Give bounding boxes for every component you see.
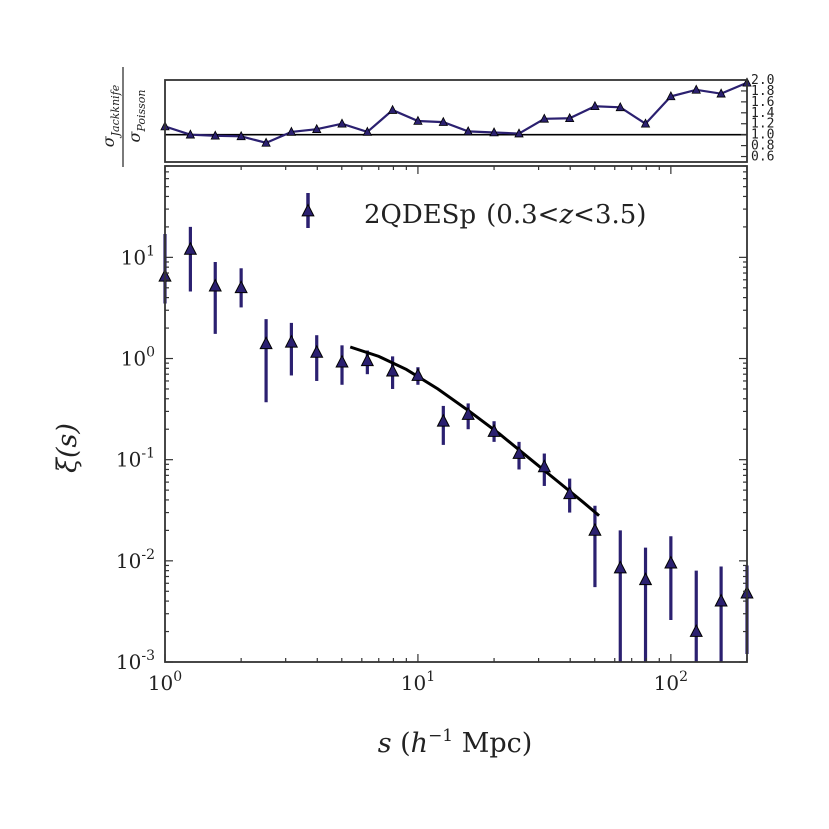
ratio-marker <box>236 130 246 141</box>
ratio-marker <box>286 126 297 136</box>
y-tick-label: 100 <box>121 345 155 371</box>
ratio-marker <box>564 112 575 123</box>
x-axis-ticks: 100 101 102 <box>148 166 748 695</box>
ratio-marker <box>463 126 473 136</box>
ratio-marker <box>413 115 423 125</box>
ratio-marker <box>666 91 676 101</box>
data-marker <box>360 353 375 367</box>
ratio-y-tick-label: 1.4 <box>751 106 775 121</box>
y-axis-ticks: 10-3 10-2 10-1 100 101 <box>116 165 747 674</box>
correlation-panel-frame <box>164 165 748 663</box>
data-marker <box>562 486 577 500</box>
ratio-marker <box>312 123 322 133</box>
ratio-ylabel-denominator: σPoisson <box>125 89 148 142</box>
data-marker <box>613 560 627 574</box>
x-tick-label: 101 <box>401 669 435 695</box>
ratio-series-line <box>164 81 748 145</box>
data-marker <box>234 280 248 294</box>
ratio-marker <box>489 127 499 137</box>
y-tick-label: 10-1 <box>116 446 155 472</box>
ratio-marker <box>387 104 398 114</box>
y-tick-label: 10-2 <box>116 547 155 573</box>
data-marker <box>385 363 400 377</box>
y-tick-label: 10-3 <box>116 648 155 674</box>
ratio-y-tick-label: 1.6 <box>751 95 774 110</box>
data-marker <box>487 423 501 437</box>
data-marker <box>638 572 653 586</box>
data-marker <box>411 367 425 381</box>
ratio-y-tick-label: 1.0 <box>751 128 774 143</box>
ratio-marker <box>210 130 220 140</box>
data-marker <box>461 406 475 420</box>
x-tick-label: 102 <box>654 669 688 695</box>
data-marker <box>588 522 602 536</box>
data-marker <box>183 241 198 255</box>
x-tick-label: 100 <box>148 669 182 695</box>
correlation-panel: 100 101 102 10-3 10-2 10-1 100 101 2QDESp (0.3<… <box>52 165 754 759</box>
x-axis-label: s (h−1 Mpc) <box>378 726 533 759</box>
ratio-marker <box>514 128 524 138</box>
ratio-marker <box>438 116 449 126</box>
data-marker <box>689 623 703 637</box>
ratio-y-ticks: 0.60.81.01.21.41.61.82.0 <box>741 73 775 165</box>
legend-label: 2QDESp (0.3<z<3.5) <box>364 200 646 230</box>
ratio-y-axis-label: σJackknife σPoisson <box>99 67 148 167</box>
data-marker <box>335 354 349 368</box>
data-marker <box>436 413 450 427</box>
data-marker <box>537 459 551 473</box>
ratio-marker <box>716 88 726 98</box>
ratio-marker <box>362 126 373 136</box>
ratio-y-tick-label: 0.6 <box>751 150 774 165</box>
ratio-panel-frame <box>164 79 748 163</box>
ratio-marker <box>691 84 701 94</box>
data-marker <box>714 593 728 607</box>
ratio-ylabel-numerator: σJackknife <box>99 84 122 147</box>
ratio-y-tick-label: 1.8 <box>751 84 774 99</box>
y-axis-label: ξ(s) <box>52 423 83 473</box>
legend: 2QDESp (0.3<z<3.5) <box>301 193 646 230</box>
data-marker <box>259 336 273 350</box>
ratio-marker <box>185 129 196 139</box>
ratio-marker <box>539 113 550 123</box>
data-marker <box>208 278 222 292</box>
y-tick-label: 101 <box>121 243 155 269</box>
ratio-marker <box>590 100 600 111</box>
legend-marker-triangle-icon <box>301 203 315 217</box>
ratio-marker <box>337 118 347 128</box>
ratio-marker <box>640 118 651 128</box>
data-marker <box>512 445 526 459</box>
ratio-y-tick-label: 2.0 <box>751 73 774 88</box>
data-marker <box>284 334 299 348</box>
data-marker <box>310 344 324 358</box>
ratio-marker <box>615 101 625 112</box>
ratio-y-tick-label: 0.8 <box>751 139 774 154</box>
ratio-y-tick-label: 1.2 <box>751 117 774 132</box>
data-markers <box>158 241 754 637</box>
ratio-panel: 0.60.81.01.21.41.61.82.0 σJackknife σPoi… <box>99 67 775 167</box>
ratio-marker <box>261 137 271 147</box>
data-marker <box>664 555 678 569</box>
